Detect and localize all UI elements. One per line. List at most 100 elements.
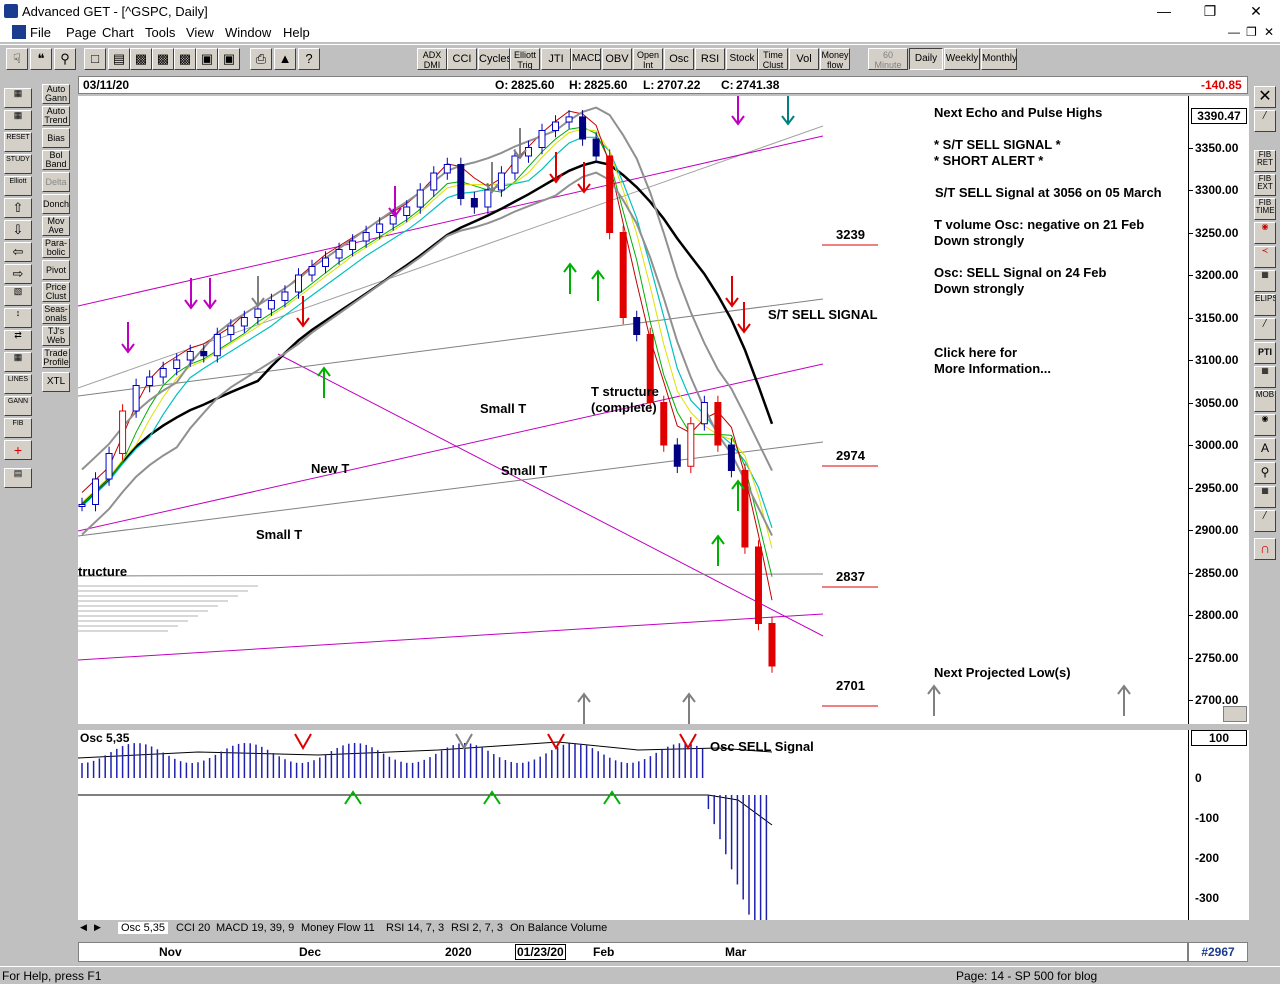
rt-tool-7-icon[interactable]: ◉ (1254, 414, 1276, 436)
tb-daily-button[interactable]: Daily (909, 48, 943, 70)
chart-tool-1-icon[interactable]: ▩ (130, 48, 152, 70)
tb-obv-button[interactable]: OBV (602, 48, 632, 70)
more-info-link-2[interactable]: More Information... (934, 361, 1051, 376)
zoom-icon[interactable]: ⚲ (1254, 462, 1276, 484)
cursor-tool-icon[interactable]: ☟ (6, 48, 28, 70)
mdi-minimize-button[interactable]: — (1228, 25, 1240, 39)
bol-band-button[interactable]: Bol Band (42, 150, 70, 170)
tjs-web-button[interactable]: TJ's Web (42, 326, 70, 346)
help-icon[interactable]: ? (298, 48, 320, 70)
open-page-icon[interactable]: ▤ (108, 48, 130, 70)
close-button[interactable]: ✕ (1250, 3, 1262, 19)
rt-tool-9-icon[interactable]: ╱ (1254, 510, 1276, 532)
tab-obv[interactable]: On Balance Volume (510, 922, 608, 934)
tb-vol-button[interactable]: Vol (789, 48, 819, 70)
rt-tool-2-icon[interactable]: ◉ (1254, 222, 1276, 244)
axis-scale-icon[interactable] (1223, 706, 1247, 722)
lt-study-icon[interactable]: STUDY (4, 154, 32, 174)
pti-icon[interactable]: PTI (1254, 342, 1276, 364)
bias-button[interactable]: Bias (42, 128, 70, 148)
tb-jti-button[interactable]: JTI (541, 48, 571, 70)
rt-tool-1-icon[interactable]: ╱ (1254, 110, 1276, 132)
chart-tool-4-icon[interactable]: ▣ (196, 48, 218, 70)
pivot-button[interactable]: Pivot (42, 260, 70, 280)
lt-tool-5-icon[interactable]: ⇄ (4, 330, 32, 350)
lt-tool-2-icon[interactable]: ▦ (4, 110, 32, 130)
lt-tool-1-icon[interactable]: ▦ (4, 88, 32, 108)
lt-tool-7-icon[interactable]: ▤ (4, 468, 32, 488)
tb-weekly-button[interactable]: Weekly (944, 48, 980, 70)
text-tool-icon[interactable]: A (1254, 438, 1276, 460)
tab-macd[interactable]: MACD 19, 39, 9 (216, 922, 295, 934)
tb-open-int-button[interactable]: Open Int (633, 48, 663, 70)
restore-button[interactable]: ❐ (1203, 3, 1217, 19)
auto-trend-button[interactable]: Auto Trend (42, 106, 70, 126)
magnet-icon[interactable]: ∩ (1254, 538, 1276, 560)
print-icon[interactable]: ⎙ (250, 48, 272, 70)
crosshair-icon[interactable]: + (4, 440, 32, 460)
quote-tool-icon[interactable]: ❝ (30, 48, 52, 70)
xtl-button[interactable]: XTL (42, 372, 70, 392)
arrow-up-icon[interactable]: ⇧ (4, 198, 32, 218)
menu-help[interactable]: Help (283, 25, 310, 40)
lt-gann-icon[interactable]: GANN (4, 396, 32, 416)
lt-lines-icon[interactable]: LINES (4, 374, 32, 394)
mdi-restore-button[interactable]: ❐ (1246, 25, 1257, 39)
menu-window[interactable]: Window (225, 25, 272, 40)
delta-button[interactable]: Delta (42, 172, 70, 192)
seasonals-button[interactable]: Seas-onals (42, 304, 70, 324)
rt-tool-4-icon[interactable]: ▦ (1254, 270, 1276, 292)
mob-icon[interactable]: MOB (1254, 390, 1276, 412)
tb-stock-button[interactable]: Stock (726, 48, 758, 70)
chart-tool-5-icon[interactable]: ▣ (218, 48, 240, 70)
tb-cycles-button[interactable]: Cycles (478, 48, 510, 70)
lt-tool-4-icon[interactable]: ↕ (4, 308, 32, 328)
tb-cci-button[interactable]: CCI (447, 48, 477, 70)
lt-fib-icon[interactable]: FIB (4, 418, 32, 438)
lt-elliott-icon[interactable]: Elliott (4, 176, 32, 196)
menu-tools[interactable]: Tools (145, 25, 176, 40)
rt-tool-3-icon[interactable]: ≺ (1254, 246, 1276, 268)
arrow-right-icon[interactable]: ⇨ (4, 264, 32, 284)
lt-reset-icon[interactable]: RESET (4, 132, 32, 152)
tb-rsi-button[interactable]: RSI (695, 48, 725, 70)
rt-tool-6-icon[interactable]: ▦ (1254, 366, 1276, 388)
more-info-link-1[interactable]: Click here for (934, 345, 1018, 360)
lt-tool-6-icon[interactable]: ▦ (4, 352, 32, 372)
tab-rsi-14[interactable]: RSI 14, 7, 3 (386, 922, 445, 934)
zoom-tool-icon[interactable]: ⚲ (54, 48, 76, 70)
tab-scroll-right-icon[interactable]: ▶ (94, 922, 101, 932)
mov-ave-button[interactable]: Mov Ave (42, 216, 70, 236)
tab-money-flow[interactable]: Money Flow 11 (301, 922, 375, 934)
tb-elliott-trig-button[interactable]: Elliott Trig (510, 48, 540, 70)
elips-icon[interactable]: ELIPS (1254, 294, 1276, 316)
new-page-icon[interactable]: □ (84, 48, 106, 70)
price-clust-button[interactable]: Price Clust (42, 282, 70, 302)
tb-time-clust-button[interactable]: Time Clust (758, 48, 788, 70)
tab-osc[interactable]: Osc 5,35 (118, 922, 169, 934)
fib-ret-icon[interactable]: FIB RET (1254, 150, 1276, 172)
rt-tool-5-icon[interactable]: ╱ (1254, 318, 1276, 340)
parabolic-button[interactable]: Para-bolic (42, 238, 70, 258)
hint-icon[interactable]: ▲ (274, 48, 296, 70)
oscillator-panel[interactable]: Osc 5,35 Osc SELL Signal (78, 730, 1188, 920)
donch-button[interactable]: Donch (42, 194, 70, 214)
menu-view[interactable]: View (186, 25, 214, 40)
arrow-left-icon[interactable]: ⇦ (4, 242, 32, 262)
tab-scroll-left-icon[interactable]: ◀ (80, 922, 87, 932)
tb-adx-dmi-button[interactable]: ADX DMI (417, 48, 447, 70)
menu-chart[interactable]: Chart (102, 25, 134, 40)
menu-file[interactable]: File (30, 25, 51, 40)
tb-macd-button[interactable]: MACD (571, 48, 601, 70)
tb-money-flow-button[interactable]: Money flow (820, 48, 850, 70)
rt-tool-8-icon[interactable]: ▦ (1254, 486, 1276, 508)
chart-tool-2-icon[interactable]: ▩ (152, 48, 174, 70)
tb-osc-button[interactable]: Osc (664, 48, 694, 70)
close-chart-icon[interactable]: ✕ (1254, 86, 1276, 108)
auto-gann-button[interactable]: Auto Gann (42, 84, 70, 104)
chart-tool-3-icon[interactable]: ▩ (174, 48, 196, 70)
mdi-close-button[interactable]: ✕ (1264, 25, 1275, 39)
menu-page[interactable]: Page (66, 25, 97, 40)
fib-time-icon[interactable]: FIB TIME (1254, 198, 1276, 220)
price-chart[interactable]: S/T SELL SIGNAL T structure (complete) S… (78, 96, 1188, 724)
